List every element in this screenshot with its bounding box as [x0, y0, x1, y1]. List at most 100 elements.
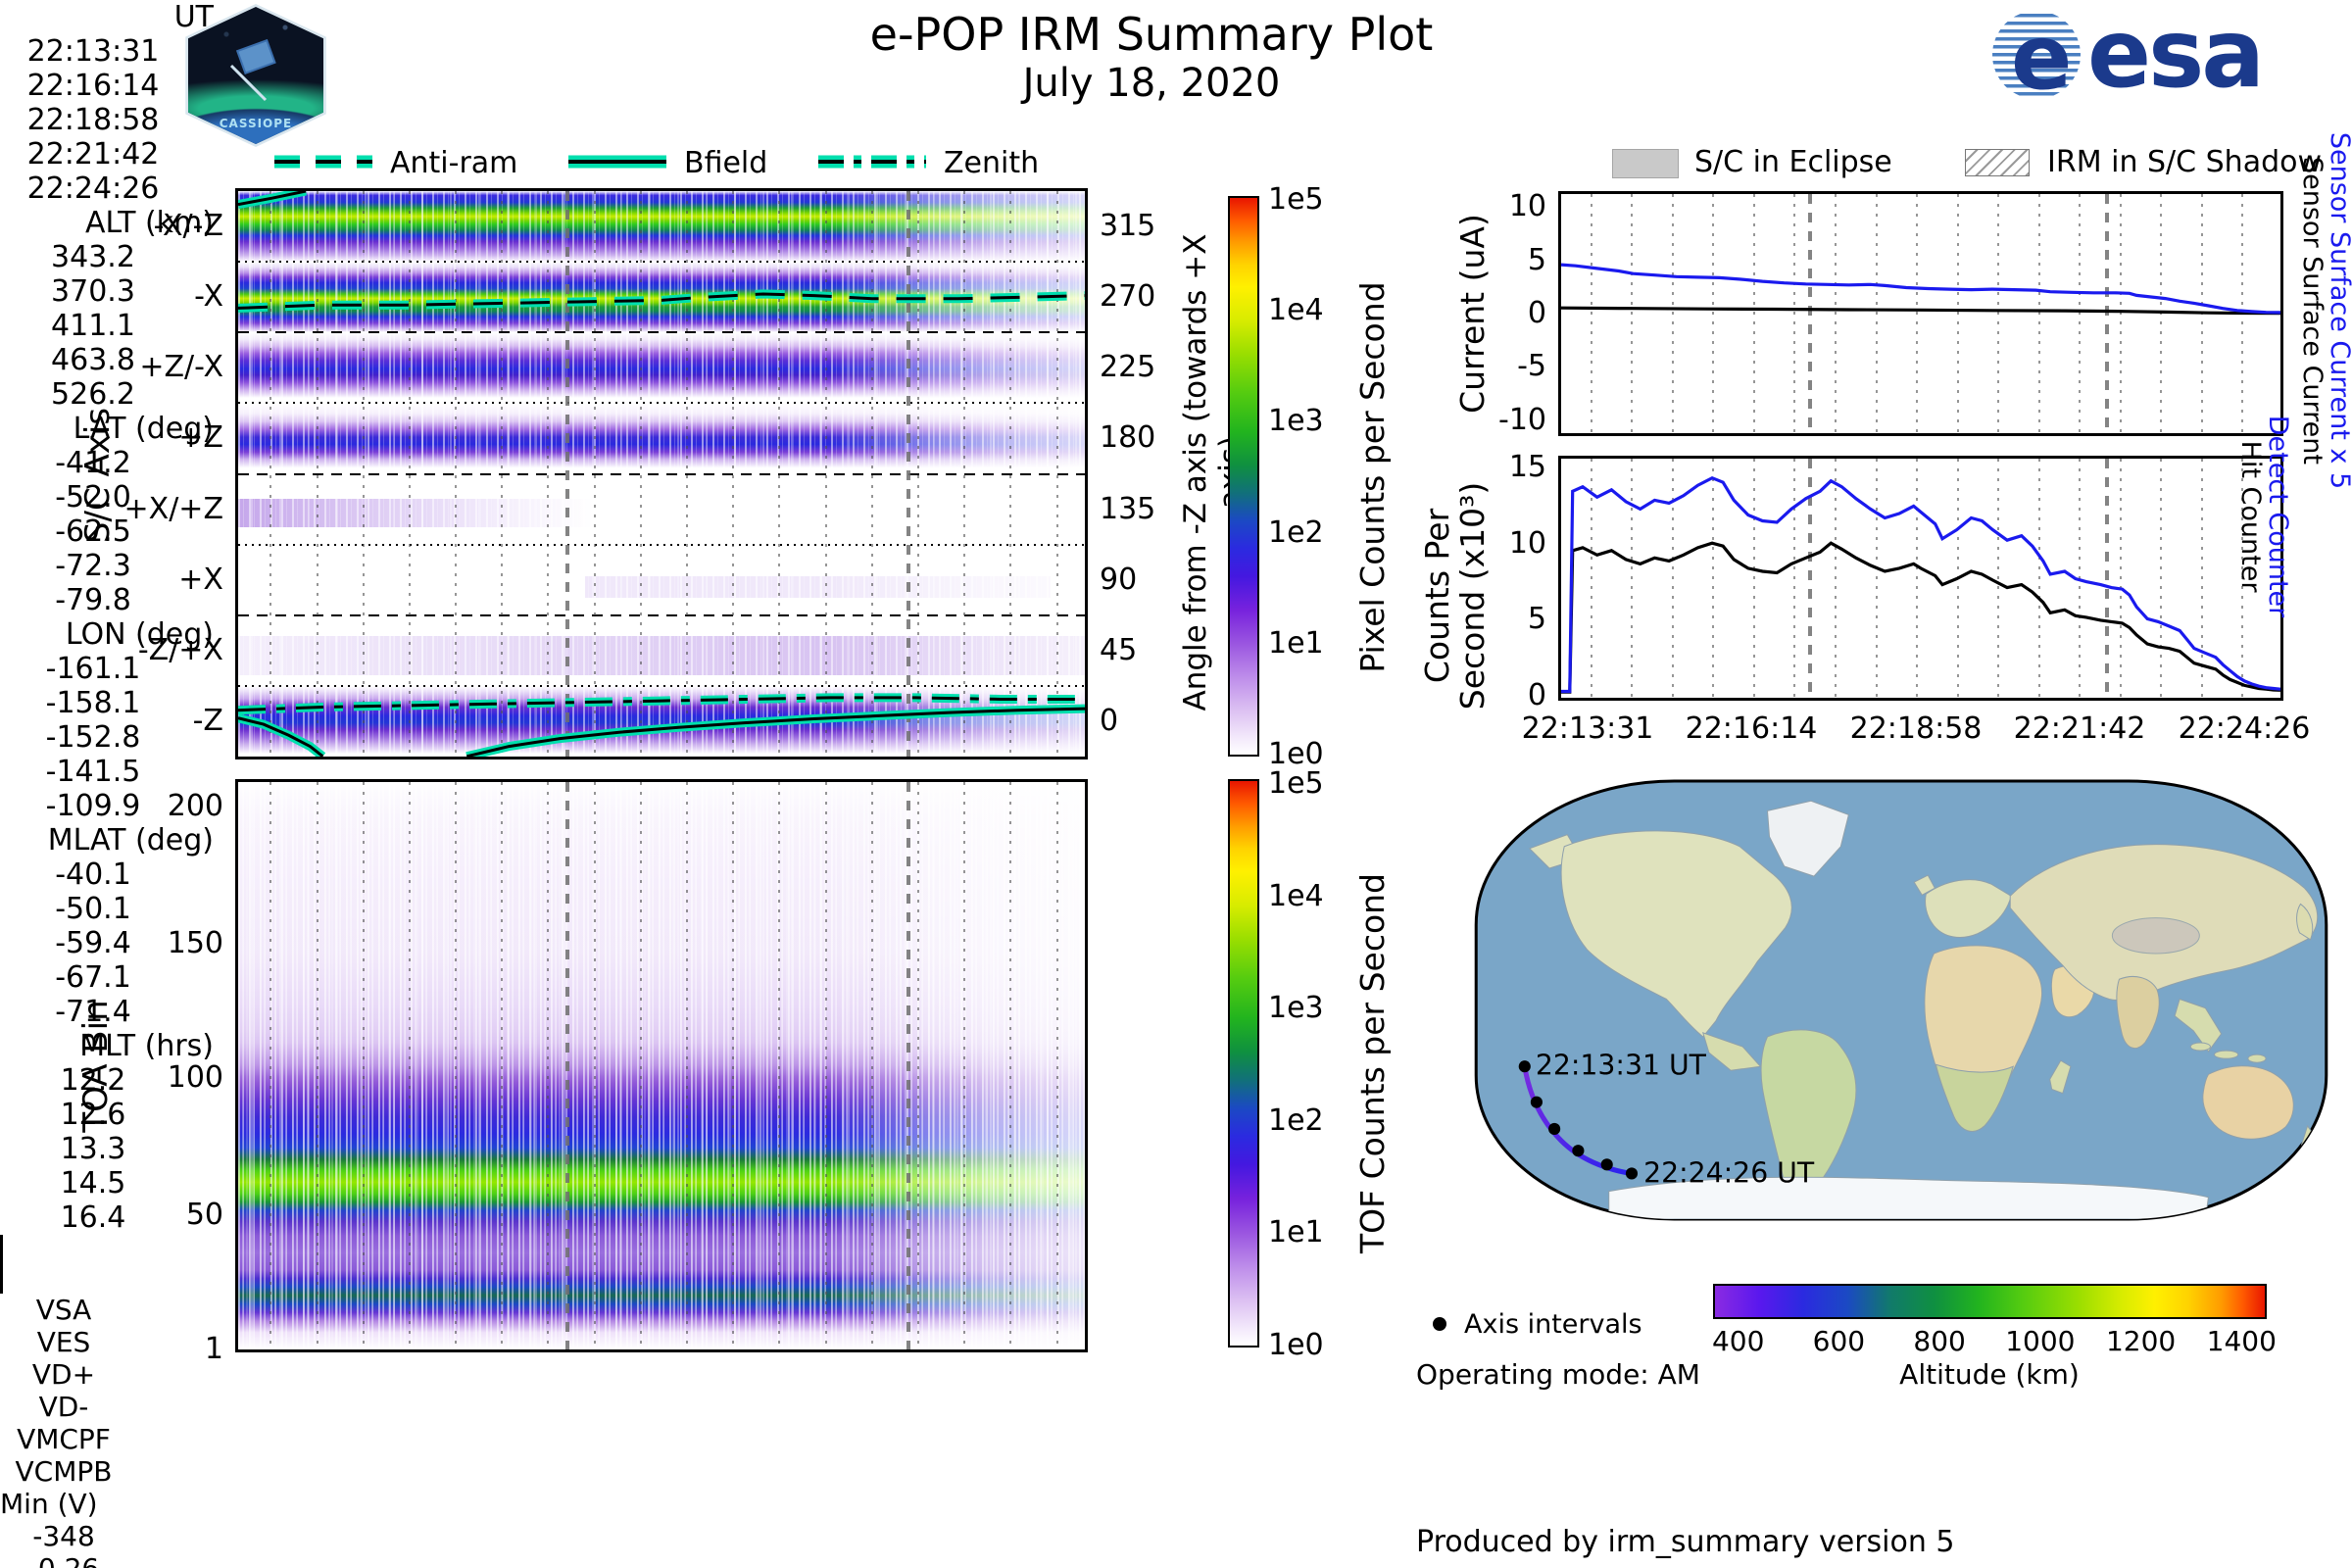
voltage-column-header: VES	[36, 1326, 91, 1358]
ephemeris-value: 411.1	[51, 309, 135, 343]
esa-wordmark: esa	[2087, 6, 2262, 104]
pixel-colorbar-tick: 1e3	[1268, 404, 1324, 439]
current-ytick: -5	[1517, 349, 1546, 383]
voltage-column-header: VMCPF	[17, 1423, 111, 1455]
ephemeris-value: 14.5	[60, 1166, 126, 1200]
spectro1-ylabel: S/C Axis	[78, 407, 118, 544]
map-north-america	[1560, 830, 1792, 1038]
ephemeris-value: -72.3	[55, 549, 131, 583]
right-time-label: 22:21:42	[2013, 711, 2146, 746]
ephemeris-row-label: MLT (hrs)	[79, 1029, 214, 1063]
toa-ylabel: TOA Bin	[76, 1000, 116, 1133]
current-right-label-black: Sensor Surface Current	[2297, 157, 2328, 465]
ephemeris-value: 12.2	[60, 1063, 126, 1098]
counts-ytick: 10	[1508, 526, 1546, 561]
altitude-tick-mark	[0, 1254, 3, 1264]
spectro-row-+X	[238, 544, 1085, 615]
counts-ytick: 15	[1508, 450, 1546, 484]
right-time-label: 22:18:58	[1849, 711, 1983, 746]
tof-counts-colorbar	[1228, 779, 1259, 1348]
ephemeris-value: -59.4	[55, 926, 131, 960]
spectro1-angle-tick: 315	[1100, 209, 1156, 244]
axis-intervals-label: Axis intervals	[1464, 1309, 1642, 1340]
voltage-column-header: VCMPB	[15, 1455, 113, 1488]
map-australia	[2202, 1065, 2294, 1140]
ephemeris-value: 343.2	[51, 240, 135, 274]
map-himalaya	[2111, 917, 2200, 955]
world-map: 22:13:31 UT 22:24:26 UT	[1470, 777, 2332, 1223]
ephemeris-value: 526.2	[51, 377, 135, 412]
spectro-row--X/-Z	[238, 191, 1085, 263]
spectro1-angle-tick: 225	[1100, 350, 1156, 385]
bfield-label: Bfield	[684, 146, 768, 180]
spectro1-row-label: +X	[178, 562, 223, 597]
ephemeris-row-label: UT	[173, 0, 214, 34]
spectro1-angle-tick: 135	[1100, 491, 1156, 526]
zenith-label: Zenith	[944, 146, 1040, 180]
current-ytick: -10	[1498, 403, 1546, 437]
spectro1-row-label: +Z	[178, 420, 223, 456]
ephemeris-value: 22:16:14	[26, 69, 160, 103]
spectro-row-+X/+Z	[238, 473, 1085, 545]
zenith-line-sample	[818, 155, 926, 169]
pixel-colorbar-tick: 1e5	[1268, 182, 1324, 217]
voltage-row-label: Min (V)	[0, 1488, 98, 1520]
pixel-colorbar-label: Pixel Counts per Second	[1352, 281, 1392, 673]
spectro1-row-label: -Z	[192, 703, 223, 738]
ephemeris-value: -40.1	[55, 858, 131, 892]
toa-ytick: 50	[185, 1198, 223, 1232]
map-india	[2116, 976, 2160, 1050]
ephemeris-value: 16.4	[60, 1200, 126, 1235]
map-europe	[1925, 879, 2012, 939]
altitude-tick-mark	[0, 1264, 3, 1274]
toa-ytick: 1	[204, 1332, 223, 1366]
altitude-tick-label: 600	[1812, 1325, 1866, 1357]
ephemeris-value: -141.5	[45, 755, 141, 789]
ephemeris-value: 22:21:42	[26, 137, 160, 172]
pixel-colorbar-tick: 1e4	[1268, 293, 1324, 328]
map-japan	[2296, 903, 2314, 941]
altitude-tick-mark	[0, 1235, 3, 1245]
toa-ytick: 150	[167, 926, 223, 960]
current-ytick: 10	[1508, 189, 1546, 223]
toa-ytick: 200	[167, 789, 223, 823]
ephemeris-value: -67.1	[55, 960, 131, 995]
spectro1-row-label: +X/+Z	[123, 491, 223, 526]
ephemeris-value: -152.8	[45, 720, 141, 755]
pixel-counts-colorbar	[1228, 196, 1259, 757]
altitude-tick-label: 400	[1711, 1325, 1765, 1357]
axis-interval-dot-icon	[1433, 1317, 1446, 1331]
ephemeris-value: 13.3	[60, 1132, 126, 1166]
spectro1-angle-tick: 0	[1100, 703, 1119, 738]
altitude-tick-label: 800	[1913, 1325, 1966, 1357]
eclipse-label: S/C in Eclipse	[1694, 145, 1892, 179]
spectro1-row-label: +Z/-X	[139, 350, 223, 385]
tof-colorbar-tick: 1e4	[1268, 878, 1324, 913]
voltage-column-header: VD-	[38, 1391, 89, 1423]
footer-text: Produced by irm_summary version 5	[1416, 1525, 1955, 1559]
altitude-tick-mark	[0, 1274, 3, 1284]
map-antarctica	[1608, 1176, 2210, 1219]
ephemeris-row-label: LAT (deg)	[73, 412, 214, 446]
voltage-column-header: VSA	[35, 1294, 92, 1326]
ephemeris-value: -41.2	[55, 446, 131, 480]
anti-ram-label: Anti-ram	[390, 146, 518, 180]
bfield-line-sample	[568, 155, 666, 169]
shadow-swatch	[1965, 149, 2030, 176]
counts-plot	[1558, 456, 2283, 701]
current-right-label-blue: Sensor Surface Current x 5	[2325, 131, 2352, 489]
toa-bin-spectrogram	[235, 779, 1088, 1352]
toa-ytick: 100	[167, 1060, 223, 1095]
page-subtitle: July 18, 2020	[1022, 61, 1281, 106]
altitude-tick-label: 1400	[2206, 1325, 2277, 1357]
counts-ytick: 0	[1527, 678, 1546, 712]
altitude-tick-label: 1200	[2105, 1325, 2177, 1357]
ephemeris-value: -52.0	[55, 480, 131, 514]
esa-globe-icon	[1992, 11, 2081, 99]
spectro1-angle-tick: 180	[1100, 420, 1156, 456]
tof-colorbar-tick: 1e0	[1268, 1328, 1324, 1362]
spectro1-angle-tick: 90	[1100, 562, 1138, 597]
spectro1-row-label: -X/-Z	[153, 209, 223, 244]
eclipse-swatch	[1612, 149, 1679, 178]
